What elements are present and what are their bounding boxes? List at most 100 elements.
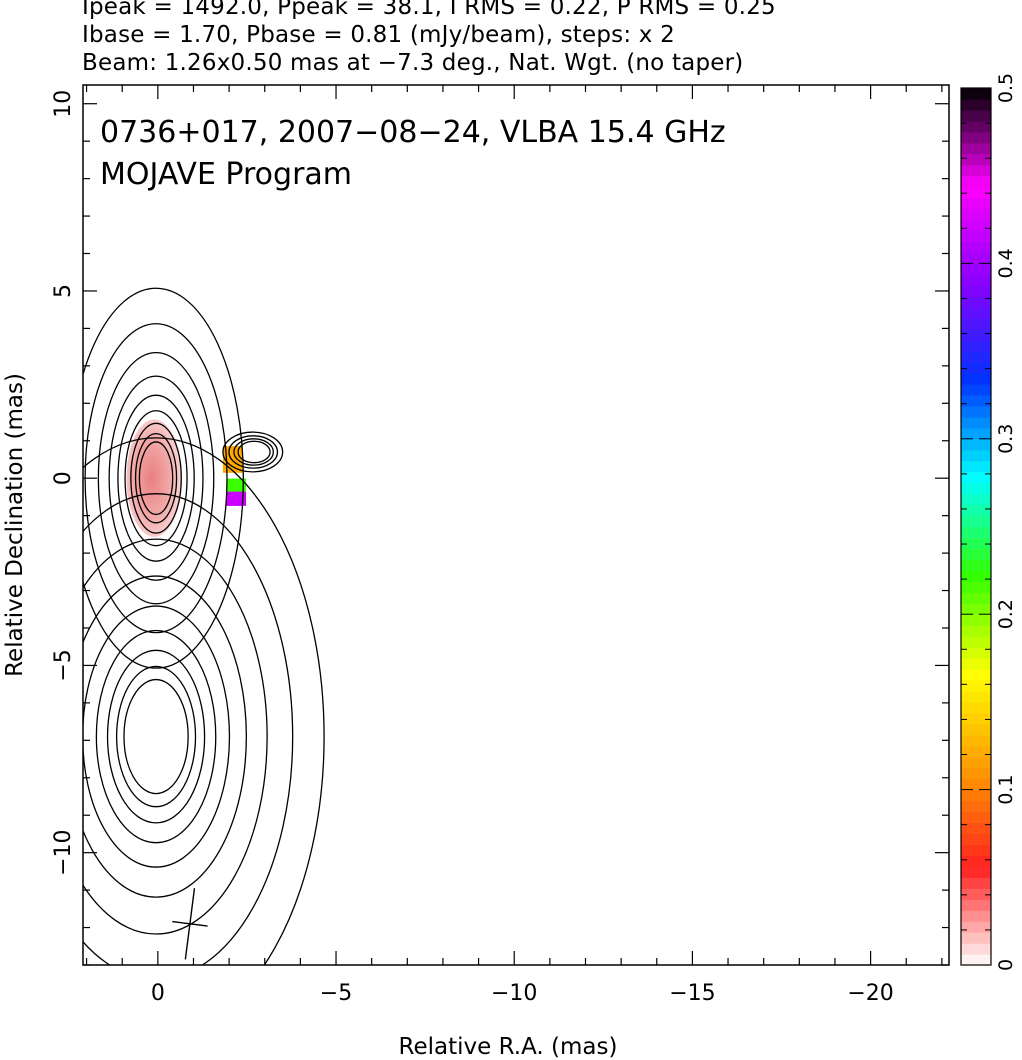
colorbar-strip xyxy=(961,482,991,495)
colorbar-strip xyxy=(961,910,991,922)
colorbar-strip xyxy=(961,679,991,692)
colorbar-strip xyxy=(961,559,991,571)
colorbar-strip xyxy=(961,186,991,199)
colorbar-strip xyxy=(961,855,991,867)
colorbar-strip xyxy=(961,932,991,944)
colorbar-strip xyxy=(961,921,991,933)
header-line-3: Beam: 1.26x0.50 mas at −7.3 deg., Nat. W… xyxy=(82,50,744,76)
colorbar-tick-label: 0.1 xyxy=(995,774,1017,804)
axis-ticks xyxy=(83,85,949,966)
colorbar-tick-label: 0.3 xyxy=(995,424,1017,454)
y-tick-label: −10 xyxy=(51,829,76,875)
y-tick-label: −5 xyxy=(51,649,76,681)
intensity-contour xyxy=(117,394,195,562)
x-tick-labels: 0 −5 −10 −15 −20 xyxy=(151,981,894,1006)
colorbar-strip xyxy=(961,449,991,462)
colorbar-strip xyxy=(961,701,991,714)
intensity-contour xyxy=(124,410,188,547)
colorbar-strip xyxy=(961,767,991,780)
colorbar-strip xyxy=(961,274,991,286)
colorbar-strip xyxy=(961,888,991,900)
colorbar-strip xyxy=(961,241,991,254)
colorbar-strip xyxy=(961,460,991,473)
intensity-contour xyxy=(222,431,284,473)
colorbar-strip xyxy=(961,88,991,100)
colorbar-strip xyxy=(961,734,991,747)
colorbar-strip xyxy=(961,581,991,593)
x-tick-label: −20 xyxy=(847,981,893,1006)
intensity-contour xyxy=(83,493,294,965)
colorbar-strip xyxy=(961,800,991,813)
colorbar-strip xyxy=(961,493,991,506)
colorbar-strip xyxy=(961,362,991,374)
intensity-contour xyxy=(228,435,279,469)
colorbar-strip xyxy=(961,230,991,243)
x-tick-label: 0 xyxy=(151,981,165,1006)
colorbar-tick-label: 0 xyxy=(995,959,1017,971)
colorbar-strip xyxy=(961,570,991,582)
colorbar-strip xyxy=(961,658,991,670)
colorbar-strip xyxy=(961,296,991,308)
colorbar-strip xyxy=(961,833,991,846)
colorbar-strip xyxy=(961,669,991,681)
colorbar-frame xyxy=(960,87,992,966)
colorbar-strip xyxy=(961,866,991,878)
intensity-contour xyxy=(134,432,178,524)
colorbar-strip xyxy=(961,164,991,177)
colorbar-strip xyxy=(961,318,991,330)
colorbar-strip xyxy=(961,438,991,451)
colorbar-strip xyxy=(961,98,991,111)
intensity-contour xyxy=(83,605,231,868)
colorbar-strip xyxy=(961,537,991,550)
colorbar-strip xyxy=(961,548,991,560)
colorbar-strip xyxy=(961,844,991,856)
colorbar-strip xyxy=(961,208,991,221)
x-tick-label: −10 xyxy=(491,981,537,1006)
intensity-contour xyxy=(97,351,215,605)
colorbar-strip xyxy=(961,603,991,615)
header-line-2: Ibase = 1.70, Pbase = 0.81 (mJy/beam), s… xyxy=(82,22,675,48)
colorbar-strip xyxy=(961,197,991,210)
colorbar-strip xyxy=(961,405,991,418)
plot-frame xyxy=(82,84,950,966)
intensity-contour xyxy=(237,440,271,464)
colorbar-strip xyxy=(961,899,991,911)
colorbar-strip xyxy=(961,943,991,955)
colorbar-strip xyxy=(961,592,991,604)
colorbar-strip xyxy=(961,756,991,769)
colorbar-strip xyxy=(961,131,991,144)
colorbar-strip xyxy=(961,504,991,517)
colorbar-strip xyxy=(961,285,991,297)
chart-subtitle: MOJAVE Program xyxy=(100,157,352,192)
colorbar-strip xyxy=(961,340,991,352)
colorbar-strip xyxy=(961,120,991,133)
colorbar-strip xyxy=(961,778,991,791)
colorbar-strip xyxy=(961,526,991,539)
intensity-contour xyxy=(233,438,275,466)
colorbar-strip xyxy=(961,109,991,122)
intensity-contour xyxy=(83,437,325,965)
intensity-contour xyxy=(115,665,197,808)
colorbar-strip xyxy=(961,614,991,626)
intensity-contour xyxy=(108,375,204,581)
chart-title: 0736+017, 2007−08−24, VLBA 15.4 GHz xyxy=(100,115,726,150)
intensity-contour xyxy=(83,287,244,669)
fractional-polarization-region xyxy=(226,491,247,506)
colorbar-tick-label: 0.5 xyxy=(995,73,1017,103)
colorbar-strip xyxy=(961,219,991,232)
colorbar-tick-label: 0.2 xyxy=(995,599,1017,629)
x-tick-label: −15 xyxy=(669,981,715,1006)
colorbar-strip xyxy=(961,416,991,429)
colorbar-strip xyxy=(961,263,991,275)
beam-marker xyxy=(172,888,208,960)
intensity-contour xyxy=(106,649,206,824)
y-tick-label: 10 xyxy=(51,90,76,118)
colorbar-strip xyxy=(961,712,991,725)
colorbar-strip xyxy=(961,647,991,659)
colorbar-strip xyxy=(961,789,991,802)
colorbar-strip xyxy=(961,690,991,703)
colorbar-strip xyxy=(961,351,991,363)
fractional-polarization-layer xyxy=(126,419,247,537)
colorbar-strip xyxy=(961,153,991,166)
colorbar-strip xyxy=(961,383,991,396)
